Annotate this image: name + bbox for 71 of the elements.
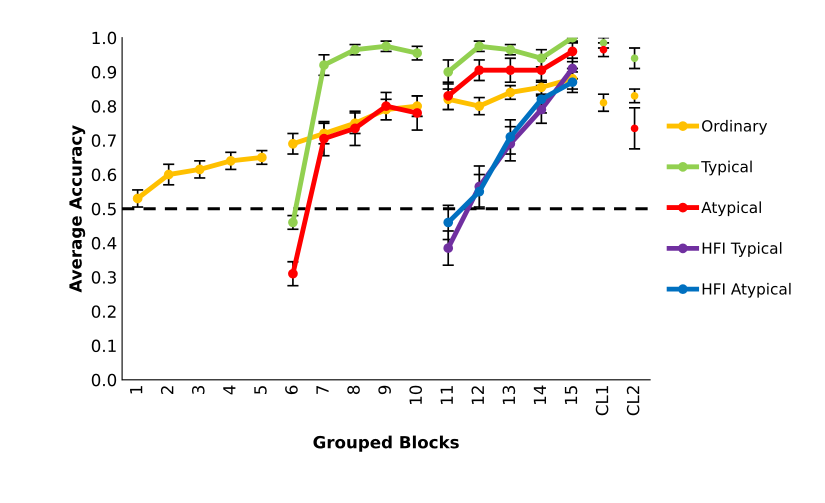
point — [630, 124, 638, 132]
y-tick-label: 0.1 — [92, 340, 116, 352]
y-axis-title: Average Accuracy — [69, 125, 86, 293]
y-tick-label: 0.5 — [92, 202, 116, 216]
x-tick-label: 10 — [409, 386, 422, 404]
y-tick-label: 0.3 — [92, 271, 116, 284]
y-tick-label: 0.9 — [92, 66, 116, 78]
x-tick-label: 9 — [378, 386, 391, 394]
y-tick-label: 0.2 — [92, 305, 116, 318]
point — [568, 46, 578, 56]
x-tick-label: 14 — [534, 386, 546, 404]
legend-label: Typical — [701, 160, 752, 176]
y-tick-label: 0.8 — [92, 100, 116, 113]
legend-label: Ordinary — [702, 120, 768, 135]
x-tick-label: 11 — [440, 386, 453, 404]
point — [412, 48, 422, 58]
y-tick-label: 0.0 — [92, 374, 116, 386]
y-tick-label: 0.4 — [92, 236, 116, 250]
point — [600, 39, 608, 47]
x-tick-label: 2 — [160, 386, 174, 394]
point — [132, 194, 142, 204]
x-tick-label: CL2 — [626, 386, 640, 416]
x-tick-label: CL1 — [596, 386, 608, 416]
point — [630, 92, 638, 100]
point — [350, 124, 360, 134]
x-tick-label: 7 — [316, 386, 329, 394]
x-tick-label: 3 — [192, 386, 205, 394]
point — [600, 98, 608, 107]
point — [288, 268, 298, 279]
point — [257, 152, 267, 162]
point — [412, 108, 422, 118]
x-tick-label: 6 — [285, 386, 298, 394]
point — [443, 91, 454, 101]
legend-label: Atypical — [701, 201, 761, 216]
point — [600, 46, 608, 54]
x-tick-label: 13 — [502, 386, 516, 404]
point — [381, 101, 391, 111]
point — [630, 54, 638, 62]
point — [505, 65, 516, 76]
point — [226, 156, 236, 166]
legend-label: HFI Typical — [702, 242, 782, 257]
point — [536, 53, 546, 64]
point — [194, 164, 205, 174]
point — [536, 65, 546, 76]
y-tick-label: 1.0 — [92, 32, 116, 44]
point — [568, 64, 578, 74]
x-tick-label: 8 — [347, 386, 360, 394]
point — [443, 243, 454, 253]
x-tick-label: 4 — [223, 386, 236, 394]
point — [288, 138, 298, 149]
x-tick-label: 12 — [472, 386, 484, 404]
point — [443, 67, 454, 77]
y-tick-label: 0.7 — [92, 134, 116, 147]
point — [164, 170, 174, 180]
point — [288, 218, 298, 228]
y-tick-label: 0.6 — [92, 168, 116, 182]
legend-label: HFI Atypical — [702, 282, 791, 298]
x-tick-label: 15 — [564, 386, 578, 404]
x-tick-label: 1 — [130, 386, 142, 394]
point — [474, 101, 484, 111]
x-tick-label: 5 — [254, 386, 267, 394]
point — [505, 132, 516, 142]
x-axis-title: Grouped Blocks — [313, 436, 459, 452]
point — [536, 94, 546, 104]
point — [319, 60, 329, 70]
point — [568, 77, 578, 88]
point — [443, 218, 454, 228]
point — [319, 134, 329, 144]
point — [474, 65, 484, 76]
point — [536, 104, 546, 114]
point — [474, 186, 484, 197]
